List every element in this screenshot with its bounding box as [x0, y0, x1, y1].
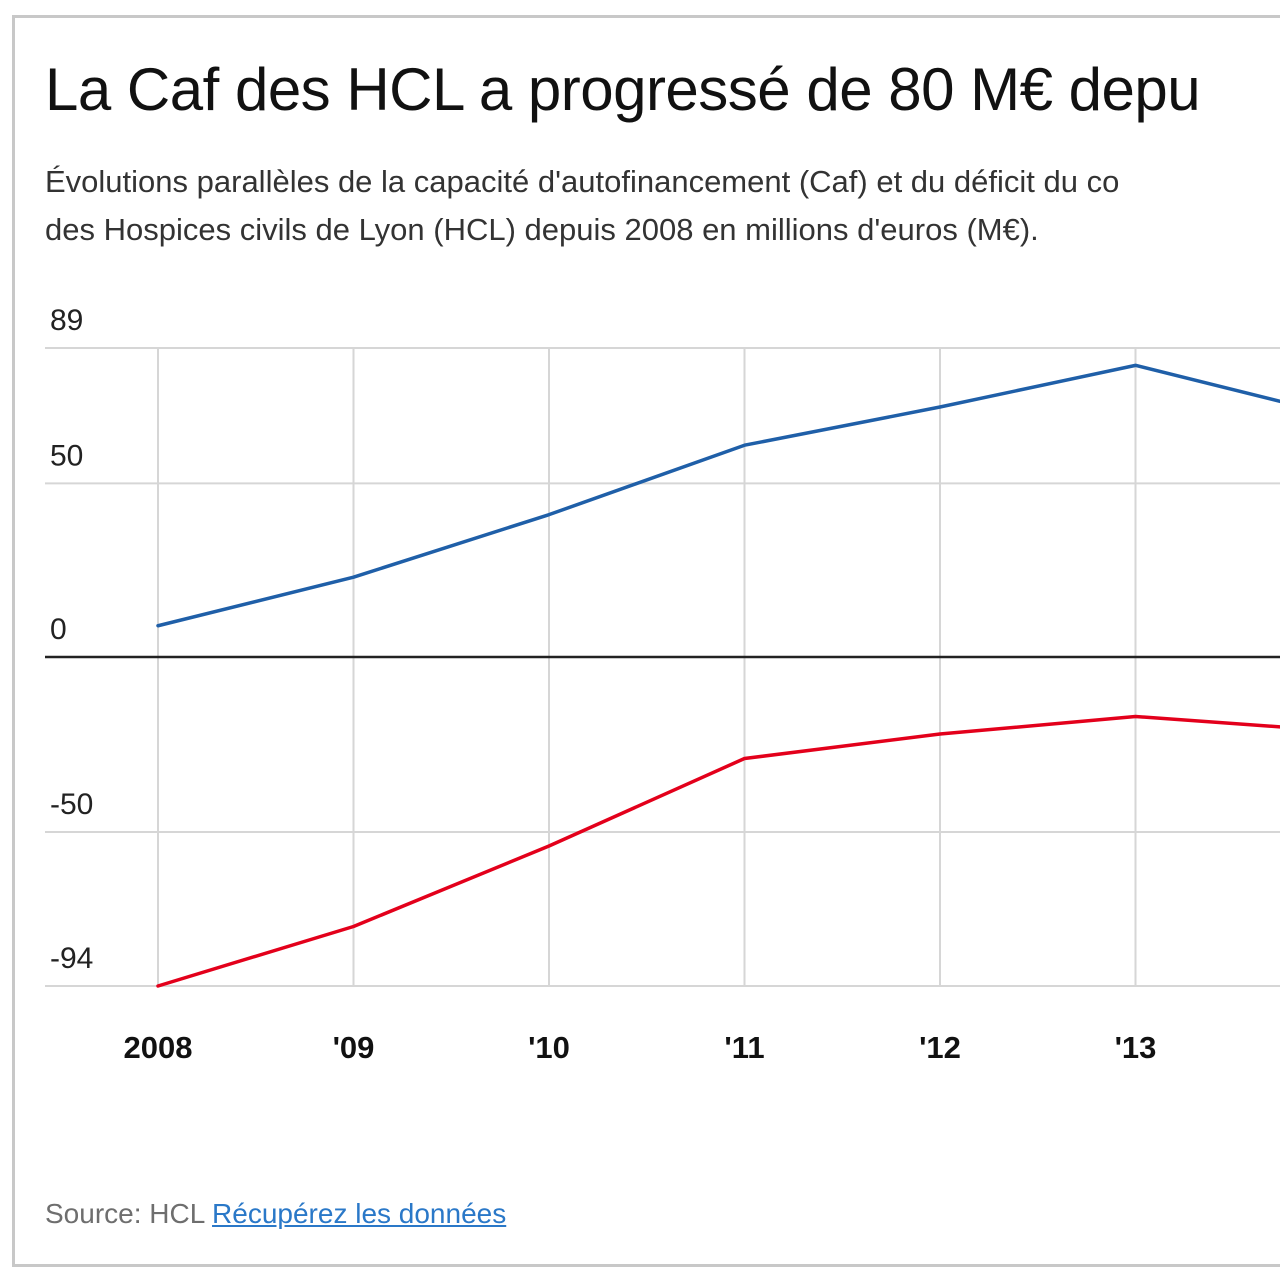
x-tick-label: '13	[1115, 1030, 1157, 1065]
source-label: Source: HCL	[45, 1198, 205, 1229]
chart-footer: Source: HCL Récupérez les données	[45, 1198, 506, 1230]
y-tick-label: 89	[50, 304, 83, 337]
x-tick-label: '11	[724, 1030, 764, 1065]
x-tick-label: '09	[333, 1030, 375, 1065]
chart-subtitle: Évolutions parallèles de la capacité d'a…	[45, 158, 1280, 254]
x-tick-label: '10	[528, 1030, 570, 1065]
y-tick-label: -50	[50, 788, 93, 821]
y-tick-label: 0	[50, 613, 67, 646]
subtitle-line-1: Évolutions parallèles de la capacité d'a…	[45, 164, 1120, 199]
series-line-2	[156, 714, 1280, 988]
y-tick-label: 50	[50, 439, 83, 472]
series-line-1	[156, 363, 1280, 628]
chart-frame	[12, 15, 1280, 1267]
subtitle-line-2: des Hospices civils de Lyon (HCL) depuis…	[45, 212, 1039, 247]
chart-title: La Caf des HCL a progressé de 80 M€ depu	[45, 56, 1201, 123]
y-tick-label: -94	[50, 942, 93, 975]
download-data-link[interactable]: Récupérez les données	[212, 1198, 507, 1229]
x-tick-label: '12	[919, 1030, 961, 1065]
x-tick-label: 2008	[124, 1030, 193, 1065]
